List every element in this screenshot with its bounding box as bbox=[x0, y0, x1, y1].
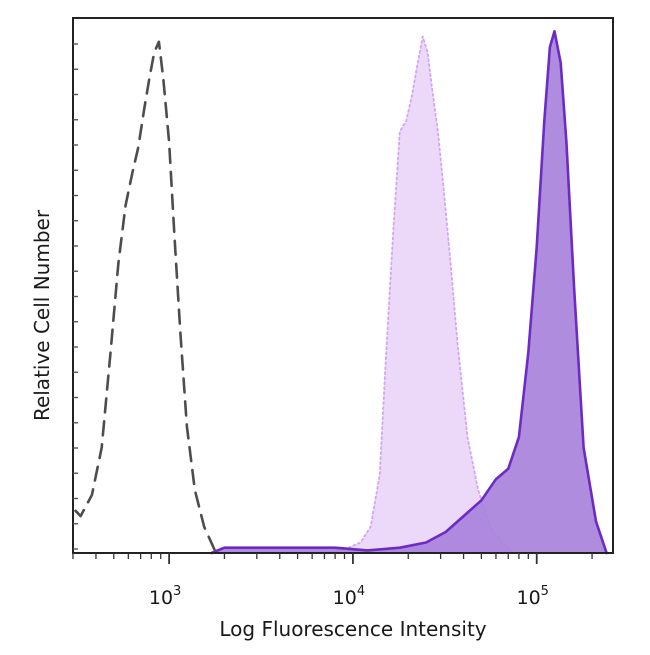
x-tick-label-exponent: 4 bbox=[357, 584, 365, 599]
x-tick-label-base: 10 bbox=[149, 587, 173, 609]
x-axis-title: Log Fluorescence Intensity bbox=[219, 617, 486, 641]
series-layer bbox=[74, 30, 608, 555]
series-2-fill bbox=[324, 36, 514, 553]
series-3-line bbox=[210, 30, 608, 555]
series-3-fill bbox=[211, 31, 607, 554]
x-tick-label: 103 bbox=[149, 584, 181, 609]
x-tick-label-exponent: 3 bbox=[173, 584, 181, 599]
x-tick-label: 104 bbox=[333, 584, 365, 609]
series-2-line bbox=[323, 35, 515, 554]
y-axis-title: Relative Cell Number bbox=[30, 209, 54, 421]
plot-frame bbox=[72, 17, 614, 554]
y-tick-marks bbox=[73, 43, 78, 550]
series-1-line bbox=[74, 40, 218, 555]
x-tick-marks bbox=[72, 553, 593, 564]
x-tick-label-base: 10 bbox=[333, 587, 357, 609]
x-tick-label-base: 10 bbox=[516, 587, 540, 609]
x-tick-labels: 103 104 105 bbox=[149, 584, 549, 609]
x-tick-label-exponent: 5 bbox=[541, 584, 549, 599]
x-tick-label: 105 bbox=[516, 584, 548, 609]
